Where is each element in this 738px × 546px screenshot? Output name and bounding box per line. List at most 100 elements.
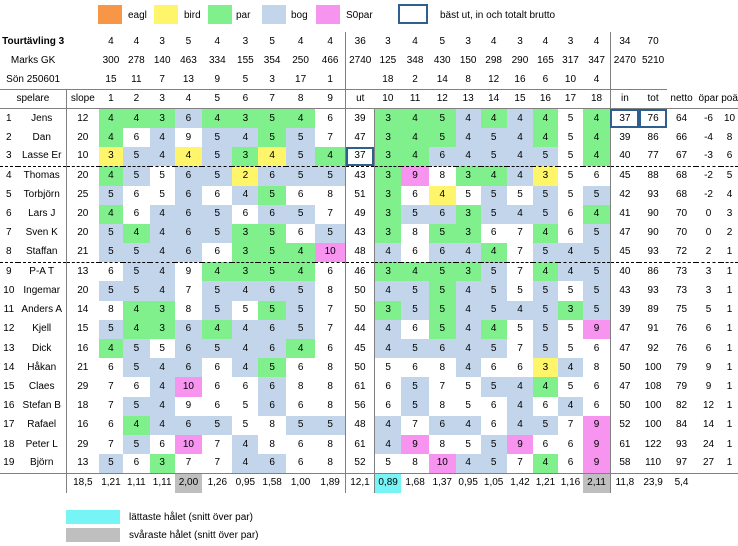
- hole-score: 5: [123, 166, 150, 186]
- out-total: 61: [345, 377, 375, 397]
- hole-score: 6: [412, 323, 418, 335]
- hole-score: 5: [583, 281, 611, 301]
- hole-score: 6: [123, 454, 150, 474]
- hole-score: 5: [202, 166, 233, 186]
- hole-score: 4: [285, 339, 316, 359]
- hole-score: 3: [232, 262, 259, 282]
- par-cell: 4: [412, 35, 418, 47]
- hcp-cell: 10: [557, 70, 584, 91]
- hole-score: 3: [557, 300, 584, 320]
- hole-score: 3: [98, 147, 124, 167]
- net-total: 68: [675, 189, 688, 201]
- in-total: 43: [609, 281, 640, 301]
- hole-score: 5: [202, 127, 233, 148]
- hole-score: 5: [123, 339, 150, 359]
- hole-score: 8: [327, 400, 333, 412]
- hole-score: 5: [583, 223, 611, 244]
- hole-score: 4: [98, 204, 124, 224]
- points: 10: [723, 112, 736, 124]
- par-row: Tourtävling 3 4 4 3 5 4 3 5 4 4 36 3 4 5 3 4 3 4 3 4 34 70: [0, 32, 738, 52]
- in-total: 40: [609, 147, 640, 167]
- hole-score: 4: [533, 127, 558, 148]
- legend-label-eagle: eagl: [128, 10, 147, 21]
- hole-score: 8: [327, 438, 333, 450]
- hole-score: 4: [149, 147, 175, 167]
- hole-score: 5: [567, 285, 574, 297]
- hole-average: 1,00: [290, 477, 311, 489]
- hole-score: 9: [185, 400, 192, 412]
- hole-score: 5: [98, 454, 124, 474]
- out-total: 47: [345, 127, 375, 148]
- par-cell: 4: [542, 35, 549, 47]
- hole-score: 6: [327, 112, 333, 124]
- in-total: 40: [609, 262, 640, 282]
- net-total: 73: [675, 285, 688, 297]
- hole-score: 4: [506, 127, 534, 148]
- length-cell: 290: [511, 54, 529, 66]
- hole-score: 5: [285, 281, 316, 301]
- player-name: Dick: [31, 342, 52, 354]
- player-name: Anders A: [21, 304, 62, 316]
- legend-label-birdie: bird: [184, 10, 201, 21]
- out-total: 48: [345, 243, 375, 263]
- hole-score: 5: [202, 300, 233, 320]
- column-header: öpar: [695, 89, 722, 110]
- hole-average: 1,89: [320, 477, 340, 489]
- hole-score: 4: [123, 319, 150, 339]
- hole-score: 4: [506, 147, 534, 167]
- hole-score: 5: [373, 454, 402, 474]
- hole-score: 3: [232, 147, 259, 167]
- hcp-cell: 5: [232, 70, 259, 91]
- column-header: 2: [123, 89, 150, 110]
- hole-score: 3: [232, 223, 259, 244]
- hole-score: 6: [242, 380, 249, 392]
- hole-score: 3: [373, 166, 402, 186]
- hole-score: 6: [401, 243, 429, 263]
- hole-score: 5: [480, 281, 507, 301]
- hole-score: 9: [401, 166, 429, 186]
- hole-score: 4: [506, 108, 534, 128]
- hcp-cell: 18: [374, 70, 402, 91]
- player-row: 6 Lars J 20 4 6 4 6 5 6 6 5 7 49 3 5 6 3 5 4 5 6 4 41 90 70 0 3: [0, 204, 738, 224]
- net-total: 72: [667, 243, 696, 263]
- player-rank: 14: [3, 361, 15, 373]
- hole-score: 5: [557, 147, 584, 167]
- hole-score: 4: [232, 127, 259, 148]
- hole-score: 6: [285, 454, 316, 474]
- hole-score: 4: [533, 377, 558, 397]
- hole-average: 0,95: [235, 477, 256, 489]
- out-total: 48: [345, 415, 375, 435]
- hole-score: 4: [373, 415, 402, 435]
- par-cell: 4: [490, 35, 497, 47]
- par-cell: 5: [185, 35, 192, 47]
- gross-total: 100: [644, 419, 662, 431]
- hole-score: 6: [490, 400, 497, 412]
- hole-score: 4: [232, 185, 259, 205]
- points: 8: [726, 131, 733, 143]
- hole-score: 4: [455, 108, 481, 128]
- out-total: 37: [345, 147, 375, 167]
- over-par: -3: [695, 147, 722, 167]
- hole-score: 5: [159, 170, 165, 182]
- length-cell: 300: [102, 54, 120, 66]
- hole-score: 5: [533, 281, 558, 301]
- hole-score: 4: [455, 127, 481, 148]
- net-total: 97: [667, 454, 696, 474]
- hole-score: 6: [174, 108, 203, 128]
- player-name: Sven K: [25, 227, 58, 239]
- hole-score: 6: [428, 339, 456, 359]
- hole-score: 5: [533, 319, 558, 339]
- player-name: P-A T: [29, 266, 55, 278]
- hcp-cell: 7: [149, 70, 175, 91]
- in-total: 61: [609, 434, 640, 455]
- points: 1: [726, 438, 733, 450]
- hole-score: 8: [439, 170, 446, 182]
- hardest-hole-label: svåraste hålet (snitt över par): [129, 530, 259, 541]
- hole-score: 4: [232, 319, 259, 339]
- hole-score: 4: [174, 147, 203, 167]
- length-cell: 317: [562, 54, 579, 66]
- length-cell: 298: [485, 54, 502, 66]
- player-rank: 6: [6, 208, 12, 220]
- player-row: 16 Stefan B 18 7 5 4 9 6 5 6 6 8 56 6 5 8 5 6 4 6 4 6 50 100 82 1…: [0, 396, 738, 416]
- player-rank: 12: [3, 323, 15, 335]
